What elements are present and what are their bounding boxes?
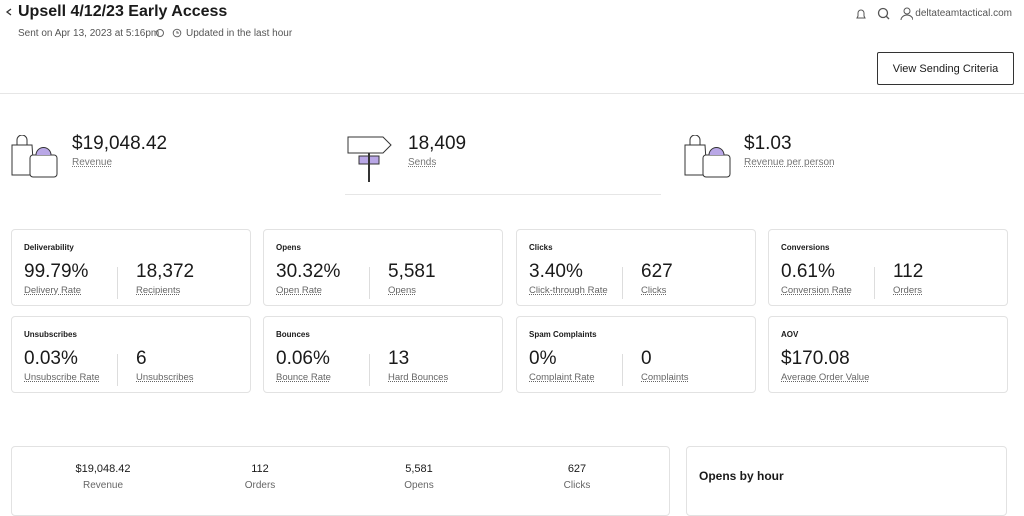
metric-value: 0% — [529, 348, 557, 369]
signpost-icon — [347, 136, 392, 182]
metric-card: Spam Complaints 0% Complaint Rate 0 Complain… — [516, 316, 756, 393]
metric-value: 30.32% — [276, 261, 341, 282]
summary-value: $19,048.42 — [72, 133, 168, 154]
metric-label: Bounce Rate — [276, 372, 331, 383]
summary-value: $1.03 — [744, 133, 792, 154]
metric-value: 99.79% — [24, 261, 89, 282]
metric-value: 627 — [641, 261, 673, 282]
sent-time: Sent on Apr 13, 2023 at 5:16pm — [18, 28, 160, 39]
metric-label: Complaint Rate — [529, 372, 595, 383]
updated-status: Updated in the last hour — [186, 28, 293, 39]
summary-label: Revenue per person — [744, 157, 835, 168]
total-label: Clicks — [563, 480, 591, 491]
metric-card: Bounces 0.06% Bounce Rate 13 Hard Bounces — [263, 316, 503, 393]
metric-value: 0 — [641, 348, 652, 369]
metric-label: Clicks — [641, 285, 667, 296]
metric-label: Hard Bounces — [388, 372, 449, 383]
divider — [0, 93, 1024, 94]
metric-value: 112 — [893, 261, 924, 282]
metric-separator — [622, 267, 623, 299]
metric-card: Deliverability 99.79% Delivery Rate 18,372 R… — [11, 229, 251, 306]
card-title: AOV — [781, 330, 799, 339]
metric-separator — [117, 354, 118, 386]
metric-label: Open Rate — [276, 285, 322, 296]
metric-label: Delivery Rate — [24, 285, 82, 296]
metric-separator — [369, 354, 370, 386]
metric-value: 0.61% — [781, 261, 835, 282]
page: Upsell 4/12/23 Early Access Sent on Apr … — [0, 3, 1024, 516]
metric-value: 6 — [136, 348, 147, 369]
metric-card: Opens 30.32% Open Rate 5,581 Opens — [263, 229, 503, 306]
metric-label: Unsubscribe Rate — [24, 372, 100, 383]
metric-separator — [622, 354, 623, 386]
metric-value: 0.03% — [24, 348, 78, 369]
metric-separator — [117, 267, 118, 299]
card-title: Opens — [276, 243, 301, 252]
metric-label: Unsubscribes — [136, 372, 194, 383]
help-icon — [156, 29, 164, 37]
metric-value: 3.40% — [529, 261, 583, 282]
metric-label: Conversion Rate — [781, 285, 852, 296]
metric-label: Opens — [388, 285, 416, 296]
metric-label: Complaints — [641, 372, 689, 383]
page-title: Upsell 4/12/23 Early Access — [18, 3, 228, 20]
total-label: Orders — [244, 480, 276, 491]
metric-value: 13 — [388, 348, 410, 369]
metric-label: Recipients — [136, 285, 181, 296]
metric-value: 0.06% — [276, 348, 330, 369]
metric-label: Orders — [893, 285, 923, 296]
card-title: Bounces — [276, 330, 310, 339]
account-name[interactable]: deltateamtactical.com — [915, 8, 1012, 19]
card-title: Conversions — [781, 243, 830, 252]
back-arrow[interactable] — [4, 7, 14, 17]
metric-label: Click-through Rate — [529, 285, 608, 296]
metric-separator — [874, 267, 875, 299]
header-icons[interactable] — [853, 6, 913, 22]
metric-separator — [369, 267, 370, 299]
metric-card: Clicks 3.40% Click-through Rate 627 Clicks — [516, 229, 756, 306]
total-label: Revenue — [82, 480, 124, 491]
metric-card: Conversions 0.61% Conversion Rate 112 Orders — [768, 229, 1008, 306]
total-value: $19,048.42 — [75, 463, 131, 475]
metric-label: Average Order Value — [781, 372, 870, 383]
card-title: Clicks — [529, 243, 553, 252]
metric-value: 5,581 — [388, 261, 436, 282]
metric-value: 18,372 — [136, 261, 195, 282]
bags-icon — [684, 135, 731, 178]
total-value: 627 — [567, 463, 587, 475]
summary-label: Revenue — [72, 157, 113, 168]
panel-title: Opens by hour — [699, 469, 784, 483]
metric-value: $170.08 — [781, 348, 850, 369]
summary-label: Sends — [408, 157, 437, 168]
metric-card: Unsubscribes 0.03% Unsubscribe Rate 6 Unsubs… — [11, 316, 251, 393]
summary-underline — [345, 194, 661, 195]
view-criteria-button[interactable]: View Sending Criteria — [877, 52, 1014, 85]
total-value: 112 — [251, 463, 269, 475]
total-label: Opens — [404, 480, 434, 491]
card-title: Spam Complaints — [529, 330, 597, 339]
card-title: Unsubscribes — [24, 330, 77, 339]
total-value: 5,581 — [405, 463, 433, 475]
bags-icon — [11, 135, 58, 178]
metric-card: AOV $170.08 Average Order Value — [768, 316, 1008, 393]
card-title: Deliverability — [24, 243, 74, 252]
clock-icon — [172, 28, 182, 38]
summary-value: 18,409 — [408, 133, 467, 154]
